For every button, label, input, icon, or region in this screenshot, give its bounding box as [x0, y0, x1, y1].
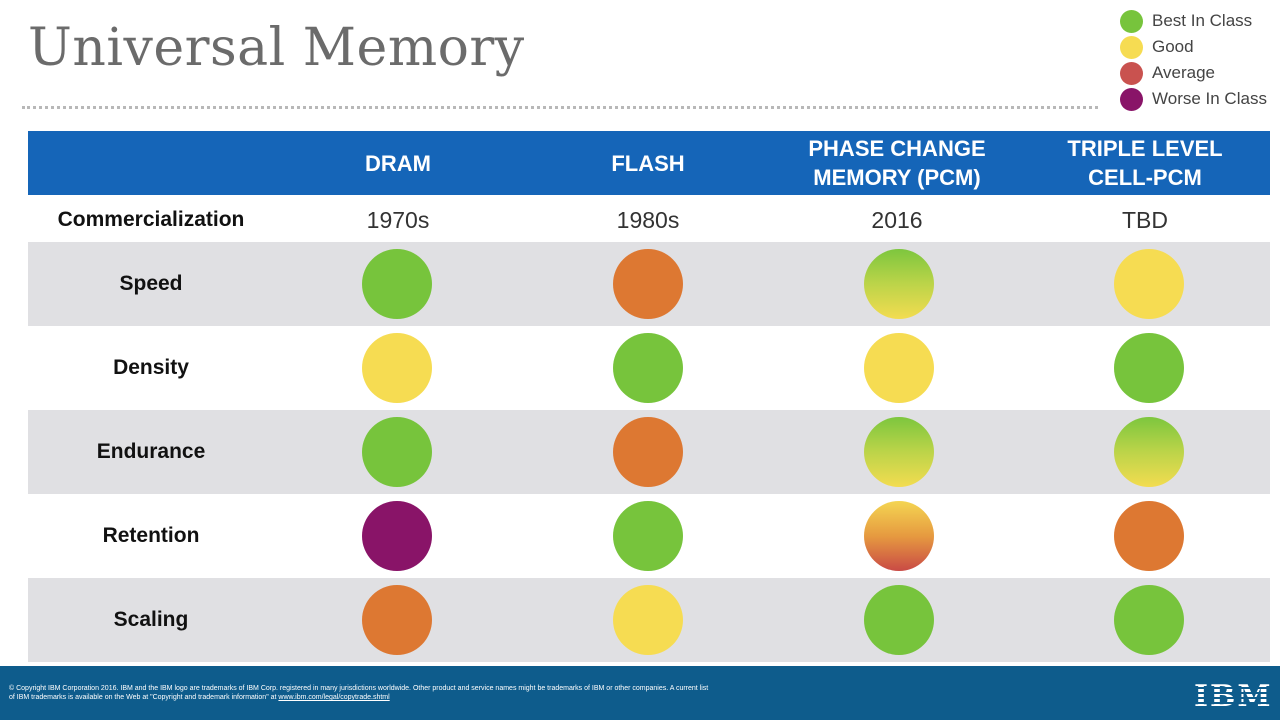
row-label-endurance: Endurance [96, 440, 206, 463]
trademark-link[interactable]: www.ibm.com/legal/copytrade.shtml [278, 694, 390, 701]
rating-dot-scaling-dram [362, 585, 432, 655]
legend-label-best: Best In Class [1152, 11, 1253, 30]
rating-dot-endurance-dram [362, 417, 432, 487]
row-label-retention: Retention [102, 524, 200, 547]
rating-dot-speed-pcm [864, 249, 934, 319]
legend-item-best: Best In Class [1120, 8, 1267, 34]
legend-item-worse: Worse In Class [1120, 86, 1267, 112]
rating-dot-retention-pcm [864, 501, 934, 571]
row-label-speed: Speed [119, 272, 183, 295]
rating-dot-retention-tlc-pcm [1114, 501, 1184, 571]
rating-dot-retention-dram [362, 501, 432, 571]
commercialization-dram: 1970s [366, 206, 430, 233]
rating-row-speed: Speed [28, 242, 1270, 326]
rating-row-retention: Retention [28, 494, 1270, 578]
rating-dot-endurance-tlc-pcm [1114, 417, 1184, 487]
title-divider [22, 106, 1098, 109]
commercialization-flash: 1980s [616, 206, 680, 233]
footer: © Copyright IBM Corporation 2016. IBM an… [0, 666, 1280, 720]
commercialization-tlc-pcm: TBD [1122, 206, 1168, 233]
rating-dot-density-flash [613, 333, 683, 403]
table-header: DRAM FLASH PHASE CHANGE MEMORY (PCM) TRI… [28, 131, 1270, 195]
legend-label-average: Average [1152, 63, 1216, 82]
rating-row-endurance: Endurance [28, 410, 1270, 494]
ibm-logo: IBM [1194, 679, 1273, 714]
rating-dot-speed-tlc-pcm [1114, 249, 1184, 319]
legend-label-good: Good [1152, 37, 1194, 56]
row-label-scaling: Scaling [113, 608, 189, 631]
rating-dot-speed-dram [362, 249, 432, 319]
commercialization-row: Commercialization 1970s 1980s 2016 TBD [28, 198, 1270, 242]
column-header-flash: FLASH [611, 150, 685, 176]
legend-item-good: Good [1120, 34, 1267, 60]
rating-dot-density-tlc-pcm [1114, 333, 1184, 403]
column-header-pcm: PHASE CHANGE MEMORY (PCM) [808, 136, 986, 190]
rating-row-density: Density [28, 326, 1270, 410]
column-header-dram: DRAM [365, 150, 431, 176]
rating-dot-density-dram [362, 333, 432, 403]
rating-dot-endurance-pcm [864, 417, 934, 487]
legend-label-worse: Worse In Class [1152, 89, 1267, 108]
legend-dot-worse [1120, 87, 1143, 111]
rating-row-scaling: Scaling [28, 578, 1270, 662]
legend-dot-average [1120, 61, 1143, 85]
page-title: Universal Memory [28, 18, 525, 78]
copyright-text: © Copyright IBM Corporation 2016. IBM an… [9, 685, 709, 701]
legend-item-average: Average [1120, 60, 1267, 86]
legend: Best In Class Good Average Worse In Clas… [1120, 8, 1267, 112]
rating-dot-retention-flash [613, 501, 683, 571]
rating-dot-scaling-tlc-pcm [1114, 585, 1184, 655]
rating-dot-speed-flash [613, 249, 683, 319]
rating-dot-density-pcm [864, 333, 934, 403]
commercialization-pcm: 2016 [871, 206, 923, 233]
rating-dot-scaling-flash [613, 585, 683, 655]
row-label-density: Density [113, 356, 189, 379]
rating-dot-scaling-pcm [864, 585, 934, 655]
legend-dot-best [1120, 9, 1143, 33]
legend-dot-good [1120, 35, 1143, 59]
column-header-tlc-pcm: TRIPLE LEVEL CELL-PCM [1067, 136, 1223, 190]
copyright-notice: © Copyright IBM Corporation 2016. IBM an… [9, 684, 709, 702]
row-label-commercialization: Commercialization [57, 208, 245, 231]
rating-dot-endurance-flash [613, 417, 683, 487]
